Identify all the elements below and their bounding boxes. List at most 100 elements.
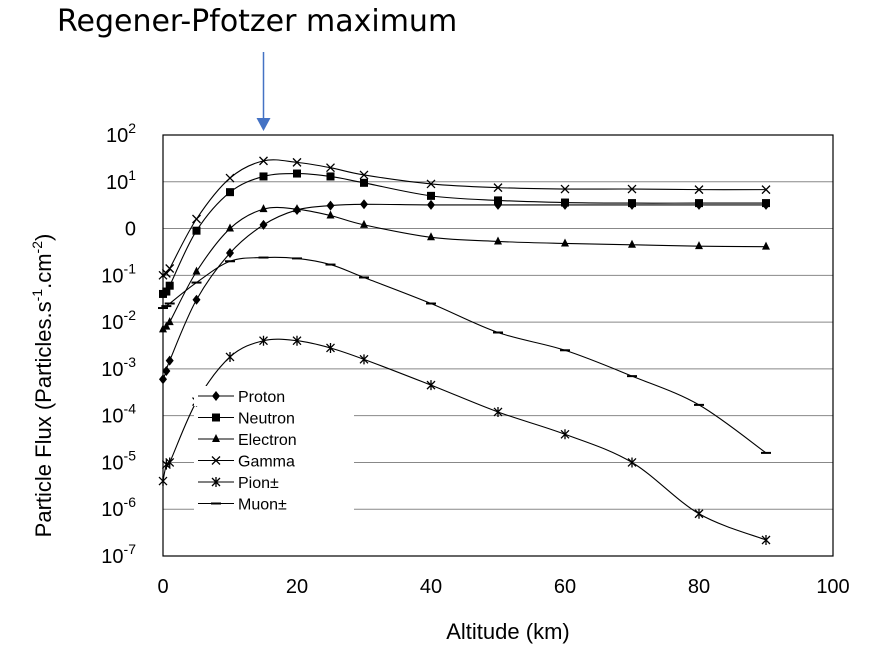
marker-square <box>494 196 502 205</box>
marker-star <box>225 351 235 362</box>
x-tick-label: 80 <box>688 576 710 598</box>
data-point-gamma <box>165 264 175 273</box>
annotation-label: Regener-Pfotzer maximum <box>57 4 458 39</box>
data-point-pion <box>761 534 771 545</box>
data-point-electron <box>165 317 174 326</box>
y-tick-label: 0 <box>125 219 136 241</box>
data-point-pion <box>225 351 235 362</box>
data-point-electron <box>192 266 201 275</box>
marker-diamond <box>162 366 171 377</box>
marker-triangle <box>259 204 268 213</box>
marker-triangle <box>494 236 502 245</box>
marker-square <box>326 172 335 181</box>
y-tick-label: 10-4 <box>101 401 136 428</box>
data-point-gamma <box>192 214 201 224</box>
marker-diamond <box>427 199 435 210</box>
y-tick-label: 10-7 <box>101 541 136 568</box>
series-electron <box>159 204 770 333</box>
data-point-gamma <box>326 163 335 173</box>
marker-square <box>259 172 268 181</box>
legend-label: Electron <box>238 432 297 449</box>
data-point-proton <box>226 248 234 259</box>
data-point-neutron <box>165 281 174 290</box>
legend-label: Proton <box>238 389 285 406</box>
marker-star <box>627 457 637 468</box>
marker-square <box>360 178 368 187</box>
marker-x <box>326 163 335 173</box>
legend-marker <box>211 456 221 465</box>
legend-label: Gamma <box>238 454 295 471</box>
data-point-pion <box>627 457 637 468</box>
marker-triangle <box>561 238 569 247</box>
x-tick-label: 20 <box>286 576 308 598</box>
marker-triangle <box>427 232 435 241</box>
data-point-pion <box>426 380 436 391</box>
data-point-proton <box>159 374 167 385</box>
legend-item-proton: Proton <box>194 386 354 406</box>
data-point-neutron <box>326 172 335 181</box>
y-tick-label: 10-3 <box>101 354 136 381</box>
marker-star <box>560 429 570 440</box>
legend-marker <box>212 434 220 442</box>
legend-item-bg <box>194 407 354 428</box>
y-tick-label: 101 <box>106 167 136 194</box>
data-point-gamma <box>560 184 570 194</box>
data-point-neutron <box>360 178 368 187</box>
data-point-pion <box>158 476 168 487</box>
data-point-electron <box>259 204 268 213</box>
data-point-gamma <box>761 185 771 195</box>
marker-square <box>427 191 435 200</box>
marker-star <box>326 342 335 353</box>
data-point-pion <box>326 342 335 353</box>
marker-x <box>493 183 503 193</box>
data-point-pion <box>259 335 268 346</box>
data-point-neutron <box>762 199 770 208</box>
marker-star <box>165 457 175 468</box>
marker-x <box>694 185 704 195</box>
data-point-electron <box>561 238 569 247</box>
marker-triangle <box>192 266 201 275</box>
marker-x <box>627 184 637 194</box>
marker-square <box>212 413 220 422</box>
data-point-electron <box>494 236 502 245</box>
marker-square <box>226 188 234 197</box>
marker-diamond <box>360 199 368 210</box>
data-point-pion <box>694 508 704 519</box>
series-line-neutron <box>162 172 766 295</box>
data-point-neutron <box>162 287 171 296</box>
legend-item-bg <box>194 472 354 492</box>
marker-x <box>211 456 221 465</box>
data-point-proton <box>427 199 435 210</box>
legend-item-bg <box>194 493 354 514</box>
data-point-proton <box>192 294 201 305</box>
legend-marker <box>212 413 220 422</box>
legend-label: Pion± <box>238 475 279 492</box>
marker-square <box>762 199 770 208</box>
data-point-proton <box>162 366 171 377</box>
data-point-gamma <box>292 157 302 167</box>
marker-triangle <box>628 239 636 248</box>
annotation-arrow-head <box>256 118 271 131</box>
data-point-neutron <box>192 226 201 235</box>
marker-star <box>259 335 268 346</box>
legend-label: Muon± <box>238 497 287 514</box>
data-point-gamma <box>426 179 436 189</box>
legend-item-neutron: Neutron <box>194 407 354 428</box>
marker-x <box>192 214 201 224</box>
data-point-electron <box>293 204 301 213</box>
x-tick-label: 40 <box>420 576 442 598</box>
x-tick-label: 0 <box>157 576 168 598</box>
marker-x <box>426 179 436 189</box>
data-point-gamma <box>225 173 235 183</box>
marker-star <box>694 508 704 519</box>
data-point-gamma <box>259 156 268 166</box>
plot-frame <box>162 134 834 557</box>
data-point-electron <box>628 239 636 248</box>
marker-x <box>165 264 175 273</box>
data-point-neutron <box>695 199 703 208</box>
marker-star <box>211 477 221 487</box>
marker-star <box>292 335 302 346</box>
data-point-neutron <box>427 191 435 200</box>
marker-triangle <box>695 241 703 250</box>
marker-square <box>561 198 569 207</box>
